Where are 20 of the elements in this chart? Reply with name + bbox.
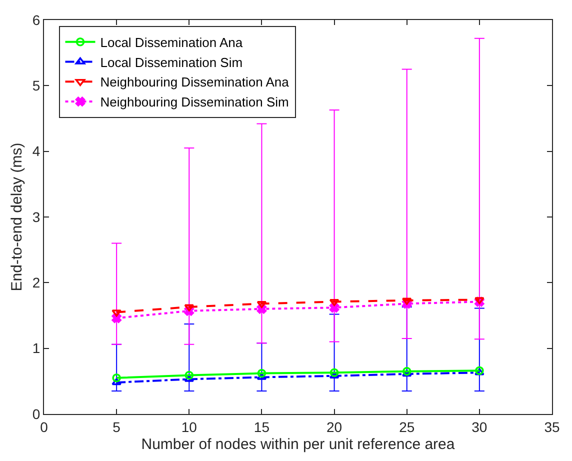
x-tick-label: 25 <box>399 418 415 435</box>
x-tick-label: 5 <box>112 418 121 435</box>
y-tick-label: 3 <box>32 208 40 225</box>
y-axis-title: End-to-end delay (ms) <box>8 142 26 292</box>
legend-label: Neighbouring Dissemination Sim <box>100 94 289 110</box>
legend-label: Neighbouring Dissemination Ana <box>100 74 290 90</box>
x-tick-label: 35 <box>544 418 560 435</box>
x-tick-label: 10 <box>181 418 198 435</box>
y-tick-label: 5 <box>32 78 40 94</box>
x-axis-title: Number of nodes within per unit reference area <box>141 436 456 453</box>
legend-label: Local Dissemination Sim <box>100 54 243 70</box>
x-tick-label: 15 <box>254 418 270 435</box>
x-tick-label: 20 <box>326 418 342 435</box>
y-tick-label: 0 <box>32 406 40 422</box>
y-tick-label: 1 <box>32 340 40 356</box>
y-tick-label: 2 <box>32 274 40 291</box>
x-tick-label: 30 <box>472 418 488 435</box>
legend-label: Local Dissemination Ana <box>100 34 244 50</box>
y-tick-label: 4 <box>32 143 40 160</box>
y-tick-label: 6 <box>32 12 40 28</box>
